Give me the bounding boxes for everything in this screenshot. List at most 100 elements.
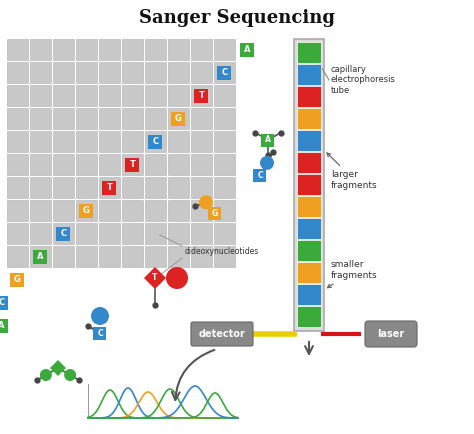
Text: T: T	[129, 160, 136, 169]
FancyBboxPatch shape	[7, 177, 28, 198]
FancyBboxPatch shape	[122, 62, 143, 83]
FancyBboxPatch shape	[53, 246, 74, 267]
FancyBboxPatch shape	[122, 39, 143, 60]
FancyBboxPatch shape	[76, 200, 97, 221]
Text: dideoxynucleotides: dideoxynucleotides	[185, 247, 259, 256]
FancyBboxPatch shape	[99, 177, 120, 198]
FancyBboxPatch shape	[30, 200, 51, 221]
FancyBboxPatch shape	[76, 131, 97, 152]
Text: Sanger Sequencing: Sanger Sequencing	[139, 9, 335, 27]
Text: A: A	[37, 252, 44, 261]
FancyBboxPatch shape	[0, 296, 9, 309]
FancyBboxPatch shape	[30, 246, 51, 267]
FancyBboxPatch shape	[297, 64, 321, 85]
FancyBboxPatch shape	[145, 154, 166, 175]
FancyBboxPatch shape	[76, 62, 97, 83]
FancyBboxPatch shape	[297, 152, 321, 173]
FancyBboxPatch shape	[191, 131, 212, 152]
Polygon shape	[50, 360, 66, 376]
FancyBboxPatch shape	[30, 177, 51, 198]
FancyBboxPatch shape	[145, 85, 166, 106]
FancyBboxPatch shape	[191, 85, 212, 106]
Text: C: C	[97, 329, 103, 338]
Text: A: A	[0, 321, 5, 330]
FancyBboxPatch shape	[102, 181, 117, 194]
Text: T: T	[199, 91, 204, 100]
FancyBboxPatch shape	[76, 85, 97, 106]
FancyBboxPatch shape	[30, 154, 51, 175]
Circle shape	[91, 307, 109, 325]
FancyBboxPatch shape	[145, 62, 166, 83]
Text: T: T	[152, 273, 158, 283]
FancyBboxPatch shape	[209, 207, 221, 220]
FancyBboxPatch shape	[240, 43, 255, 56]
FancyBboxPatch shape	[297, 306, 321, 327]
Text: G: G	[212, 208, 218, 217]
FancyBboxPatch shape	[76, 39, 97, 60]
FancyBboxPatch shape	[7, 85, 28, 106]
FancyBboxPatch shape	[76, 246, 97, 267]
FancyBboxPatch shape	[53, 177, 74, 198]
FancyBboxPatch shape	[53, 85, 74, 106]
FancyBboxPatch shape	[122, 154, 143, 175]
FancyBboxPatch shape	[194, 89, 209, 102]
FancyBboxPatch shape	[218, 66, 231, 79]
FancyBboxPatch shape	[297, 42, 321, 63]
FancyBboxPatch shape	[145, 246, 166, 267]
FancyBboxPatch shape	[254, 168, 266, 181]
FancyBboxPatch shape	[191, 62, 212, 83]
FancyBboxPatch shape	[99, 246, 120, 267]
FancyBboxPatch shape	[7, 131, 28, 152]
FancyBboxPatch shape	[76, 154, 97, 175]
FancyBboxPatch shape	[148, 135, 163, 148]
Text: C: C	[221, 68, 228, 77]
FancyBboxPatch shape	[145, 131, 166, 152]
FancyBboxPatch shape	[30, 39, 51, 60]
FancyBboxPatch shape	[7, 108, 28, 129]
FancyBboxPatch shape	[214, 131, 235, 152]
FancyBboxPatch shape	[53, 62, 74, 83]
FancyBboxPatch shape	[294, 39, 324, 331]
FancyBboxPatch shape	[56, 227, 71, 240]
FancyBboxPatch shape	[122, 177, 143, 198]
Text: G: G	[175, 114, 182, 123]
FancyBboxPatch shape	[126, 158, 139, 171]
FancyBboxPatch shape	[168, 131, 189, 152]
Circle shape	[199, 195, 213, 209]
FancyBboxPatch shape	[53, 108, 74, 129]
FancyBboxPatch shape	[30, 131, 51, 152]
FancyBboxPatch shape	[297, 130, 321, 151]
FancyBboxPatch shape	[297, 174, 321, 195]
FancyBboxPatch shape	[168, 200, 189, 221]
FancyBboxPatch shape	[214, 200, 235, 221]
FancyBboxPatch shape	[145, 39, 166, 60]
Polygon shape	[144, 267, 166, 289]
FancyBboxPatch shape	[53, 39, 74, 60]
Text: laser: laser	[377, 329, 405, 339]
Text: C: C	[61, 229, 66, 238]
FancyBboxPatch shape	[0, 319, 9, 332]
FancyBboxPatch shape	[168, 154, 189, 175]
FancyBboxPatch shape	[99, 223, 120, 244]
Text: A: A	[244, 45, 251, 54]
FancyBboxPatch shape	[145, 177, 166, 198]
FancyBboxPatch shape	[262, 134, 274, 147]
FancyBboxPatch shape	[214, 246, 235, 267]
FancyBboxPatch shape	[53, 131, 74, 152]
FancyBboxPatch shape	[7, 246, 28, 267]
FancyBboxPatch shape	[145, 108, 166, 129]
FancyBboxPatch shape	[76, 108, 97, 129]
FancyBboxPatch shape	[145, 223, 166, 244]
FancyBboxPatch shape	[191, 246, 212, 267]
FancyBboxPatch shape	[99, 62, 120, 83]
FancyBboxPatch shape	[297, 284, 321, 305]
FancyBboxPatch shape	[191, 177, 212, 198]
FancyBboxPatch shape	[76, 177, 97, 198]
FancyBboxPatch shape	[214, 85, 235, 106]
Text: capillary
electrophoresis
tube: capillary electrophoresis tube	[331, 65, 396, 95]
FancyBboxPatch shape	[168, 108, 189, 129]
Text: G: G	[14, 275, 21, 284]
FancyBboxPatch shape	[214, 108, 235, 129]
Text: larger
fragments: larger fragments	[327, 153, 378, 190]
FancyBboxPatch shape	[53, 154, 74, 175]
